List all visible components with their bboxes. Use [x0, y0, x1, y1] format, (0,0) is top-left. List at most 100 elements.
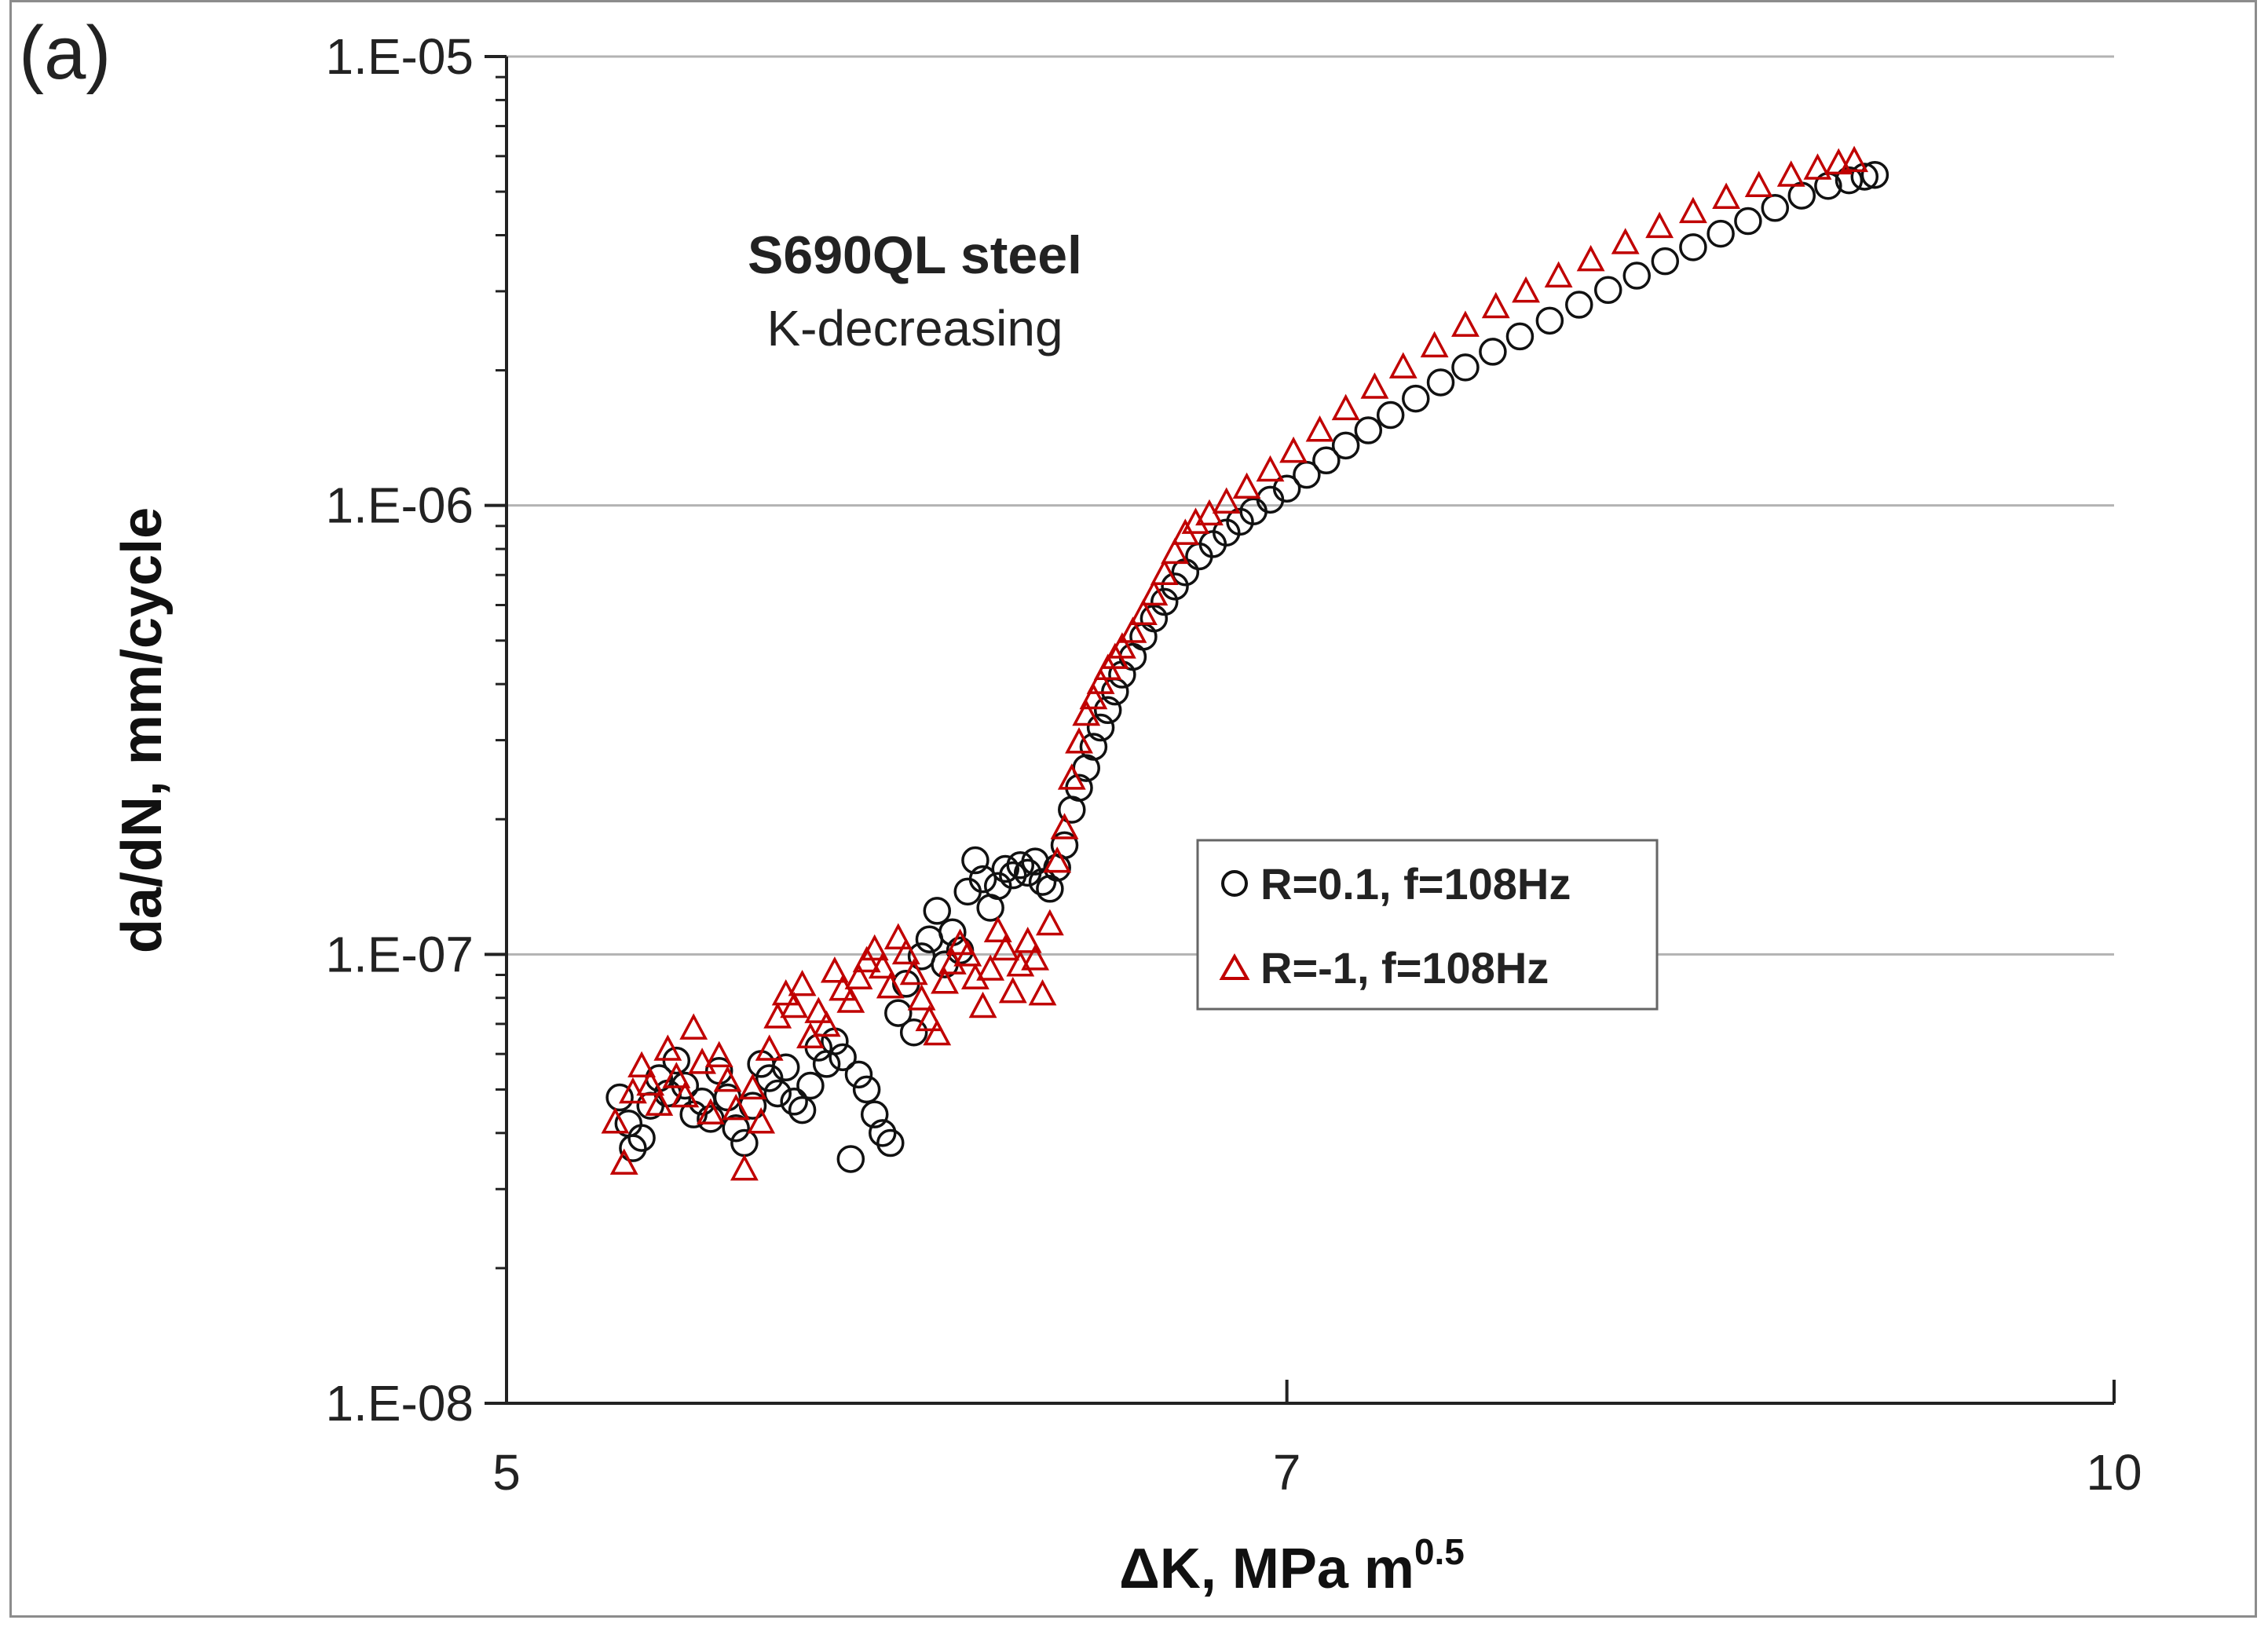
data-point-circle [1706, 219, 1735, 248]
data-point-triangle [968, 991, 997, 1018]
data-point-circle [780, 1088, 808, 1116]
data-point-triangle [1086, 667, 1115, 694]
data-point-circle [771, 1053, 800, 1082]
data-point-circle [1734, 207, 1762, 236]
data-point-circle [1850, 163, 1879, 191]
data-point-triangle [1013, 927, 1042, 953]
data-point-circle [1593, 276, 1622, 305]
data-point-triangle [1679, 196, 1707, 224]
data-point-circle [991, 854, 1020, 883]
data-point-triangle [1079, 682, 1108, 710]
data-point-circle [1150, 587, 1179, 616]
x-tick-label: 7 [1273, 1444, 1301, 1501]
data-point-triangle [788, 969, 817, 997]
data-point-triangle [1150, 558, 1179, 585]
data-point-triangle [1803, 153, 1832, 180]
x-tick-label: 5 [492, 1444, 521, 1501]
data-point-circle [1312, 446, 1341, 475]
data-point-triangle [713, 1065, 742, 1092]
data-point-triangle [899, 958, 928, 986]
data-point-circle [1161, 572, 1189, 601]
data-point-triangle [812, 1010, 841, 1037]
data-point-circle [1451, 353, 1480, 382]
data-point-triangle [1129, 598, 1158, 625]
data-point-triangle [722, 1093, 751, 1121]
data-point-triangle [1481, 291, 1510, 319]
data-point-triangle [671, 1081, 700, 1108]
data-point-circle [1787, 181, 1816, 210]
data-point-triangle [1824, 148, 1853, 175]
data-point-triangle [953, 940, 982, 967]
annotation-title: S690QL steel [748, 225, 1082, 285]
data-point-triangle [1360, 372, 1389, 399]
data-point-circle [1860, 160, 1889, 189]
data-point-triangle [1744, 170, 1773, 197]
data-point-circle [829, 1043, 857, 1072]
data-point-triangle [636, 1069, 665, 1096]
x-ticks: 5 7 10 [492, 1380, 2142, 1501]
data-point-triangle [1645, 211, 1674, 239]
data-point-triangle [601, 1107, 630, 1134]
data-point-circle [899, 1018, 928, 1047]
data-point-triangle [679, 1013, 708, 1040]
data-point-triangle [915, 1004, 944, 1032]
data-point-circle [1505, 322, 1535, 351]
data-point-triangle [804, 997, 833, 1023]
legend-label-series2: R=-1, f=108Hz [1260, 943, 1549, 993]
data-point-circle [1622, 261, 1651, 290]
data-point-circle [983, 872, 1012, 901]
data-point-circle [961, 846, 990, 875]
data-point-circle [1651, 247, 1680, 276]
data-point-triangle [976, 954, 1005, 981]
data-point-circle [605, 1083, 634, 1112]
data-point-triangle [907, 984, 936, 1011]
data-point-triangle [931, 967, 959, 994]
data-point-circle [1331, 431, 1360, 460]
legend-circle-marker [1221, 870, 1248, 897]
data-point-triangle [730, 1154, 759, 1181]
data-point-triangle [1331, 393, 1360, 421]
legend-triangle-marker [1219, 953, 1250, 980]
data-point-circle [1565, 291, 1593, 319]
data-point-triangle [836, 986, 865, 1013]
data-point-triangle [876, 971, 905, 999]
data-point-circle [1050, 831, 1079, 860]
data-point-triangle [1139, 579, 1169, 606]
data-point-triangle [1050, 813, 1079, 839]
y-axis-title: da/dN, mm/cycle [111, 507, 174, 953]
data-point-triangle [755, 1034, 784, 1061]
data-point-triangle [868, 952, 897, 979]
data-point-triangle [1512, 276, 1540, 303]
data-point-triangle [1043, 846, 1072, 873]
data-point-triangle [1420, 331, 1449, 358]
data-point-triangle [1021, 944, 1050, 971]
data-point-circle [1093, 696, 1122, 725]
legend-box [1196, 839, 1659, 1011]
data-point-triangle [645, 1089, 674, 1116]
data-point-triangle [1712, 182, 1741, 209]
data-point-circle [1402, 384, 1430, 413]
data-point-triangle [844, 963, 873, 989]
data-point-circle [876, 1128, 905, 1157]
legend: R=0.1, f=108Hz R=-1, f=108Hz [1196, 839, 1659, 1011]
data-point-triangle [991, 934, 1020, 961]
data-point-triangle [1057, 763, 1086, 790]
y-ticks: 1.E-08 1.E-07 1.E-06 1.E-05 [325, 28, 507, 1432]
data-point-triangle [653, 1034, 682, 1061]
data-point-circle [844, 1060, 873, 1089]
x-axis-title-sup: 0.5 [1414, 1531, 1465, 1572]
series-r01 [605, 160, 1889, 1173]
y-tick-label: 1.E-08 [325, 1375, 474, 1432]
data-point-circle [1272, 474, 1301, 503]
data-point-triangle [1576, 244, 1605, 272]
data-point-circle [619, 1134, 647, 1162]
figure-frame [9, 0, 2257, 1618]
data-point-triangle [1028, 978, 1057, 1006]
data-point-circle [722, 1114, 750, 1143]
data-point-circle [796, 1071, 825, 1100]
data-point-circle [836, 1145, 865, 1173]
data-point-circle [1079, 733, 1108, 761]
data-point-triangle [1611, 228, 1640, 254]
data-point-circle [1679, 233, 1707, 261]
